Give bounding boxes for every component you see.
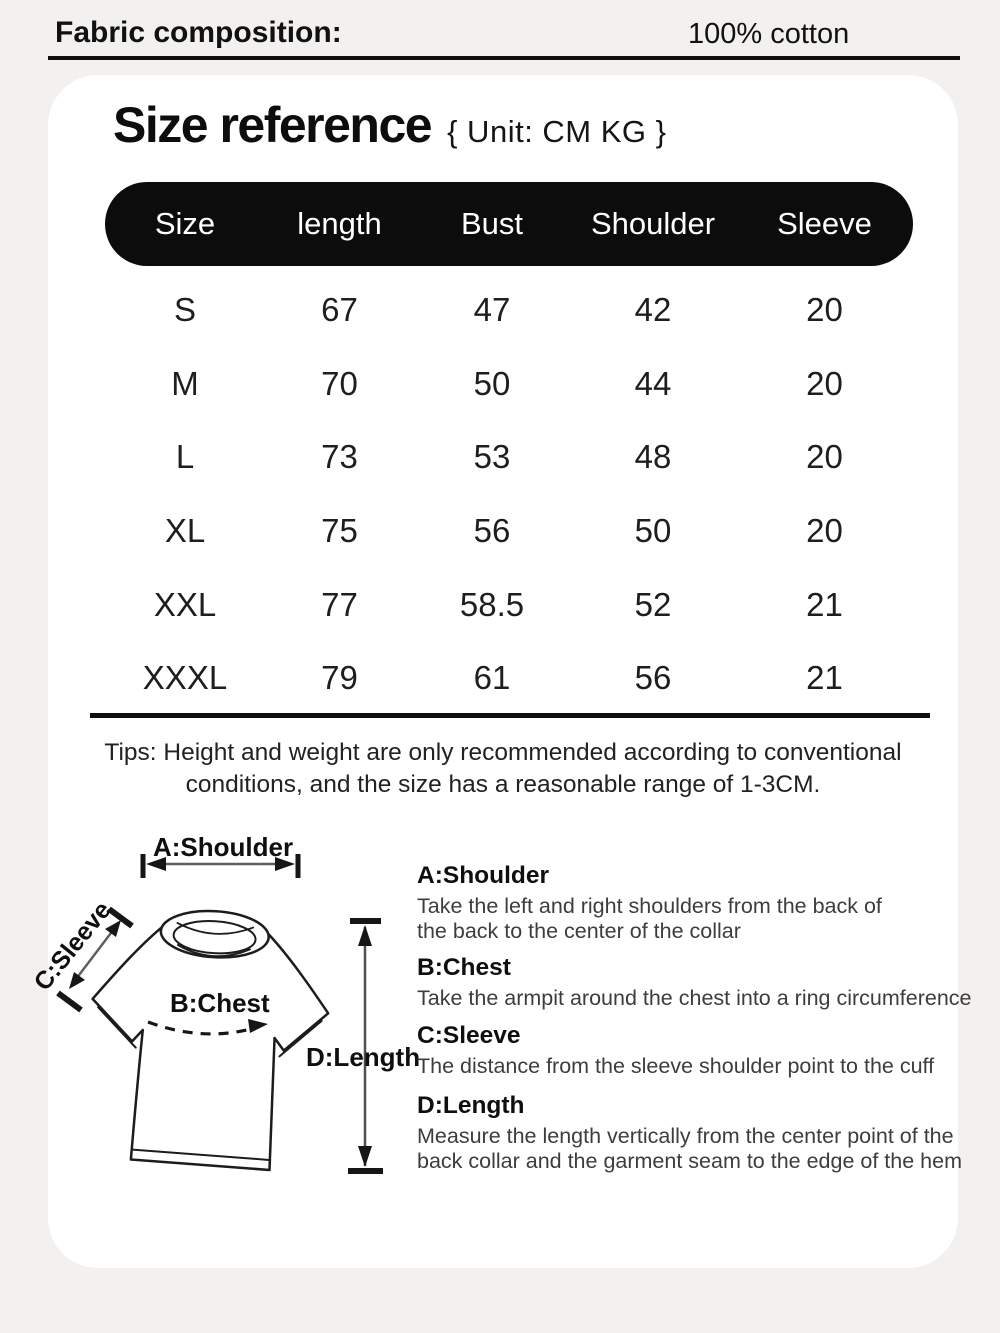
size-table-header: Size length Bust Shoulder Sleeve — [105, 182, 913, 266]
measurement-explainer-sleeve: C:Sleeve The distance from the sleeve sh… — [417, 1022, 1000, 1079]
cell-size: L — [175, 438, 195, 476]
shoulder-arrow — [140, 854, 301, 878]
cell-shoulder: 52 — [634, 585, 672, 623]
cell-sleeve: 20 — [806, 438, 843, 476]
measurement-description: The distance from the sleeve shoulder po… — [417, 1054, 935, 1078]
chest-dashed-arrow — [147, 1019, 268, 1036]
measurement-explainer-chest: B:Chest Take the armpit around the chest… — [417, 954, 1000, 1011]
cell-size: S — [173, 290, 196, 328]
cell-length: 73 — [321, 438, 358, 476]
card-title-row: Size reference { Unit: CM KG } — [113, 96, 667, 154]
table-bottom-divider — [90, 713, 930, 718]
page-title: Size reference — [113, 97, 433, 153]
table-row: XL 75 56 50 20 — [105, 494, 913, 568]
cell-length: 67 — [321, 290, 358, 328]
cell-sleeve: 20 — [806, 511, 843, 549]
cell-bust: 47 — [473, 290, 511, 328]
tshirt-measure-diagram-icon — [56, 854, 383, 1174]
tips-line: Tips: Height and weight are only recomme… — [104, 739, 902, 766]
diagram-length-label: D:Length — [306, 1042, 421, 1072]
cell-length: 79 — [321, 659, 358, 697]
measurement-description: Measure the length vertically from the c… — [417, 1124, 962, 1173]
cell-length: 75 — [321, 511, 358, 549]
table-row: S 67 47 42 20 — [105, 273, 913, 347]
measurement-title: A:Shoulder — [417, 862, 550, 889]
cell-sleeve: 21 — [806, 585, 843, 623]
measurement-title: C:Sleeve — [417, 1022, 521, 1049]
fabric-composition-label: Fabric composition: — [55, 16, 342, 49]
cell-bust: 56 — [473, 511, 511, 549]
sleeve-arrow — [56, 906, 134, 1013]
column-header-length: length — [297, 206, 382, 241]
cell-shoulder: 42 — [634, 290, 672, 328]
column-header-sleeve: Sleeve — [777, 206, 872, 241]
cell-bust: 58.5 — [459, 585, 525, 623]
table-row: M 70 50 44 20 — [105, 347, 913, 421]
tshirt-outline-icon — [91, 909, 330, 1172]
cell-bust: 53 — [473, 438, 511, 476]
table-row: XXXL 79 61 56 21 — [105, 641, 913, 715]
length-arrow — [348, 918, 383, 1174]
cell-length: 70 — [321, 364, 358, 402]
measurement-description: Take the armpit around the chest into a … — [417, 986, 972, 1010]
measurement-explainer-length: D:Length Measure the length vertically f… — [417, 1092, 992, 1173]
size-table-body: S 67 47 42 20 M 70 50 44 20 L 73 53 48 2… — [105, 273, 913, 715]
unit-note: { Unit: CM KG } — [447, 114, 667, 149]
cell-size: XXXL — [142, 659, 228, 697]
cell-sleeve: 20 — [806, 364, 843, 402]
column-header-size: Size — [154, 206, 216, 241]
cell-size: XL — [164, 511, 206, 549]
measurement-description: Take the left and right shoulders from t… — [417, 894, 882, 943]
cell-shoulder: 56 — [634, 659, 672, 697]
cell-sleeve: 21 — [806, 659, 843, 697]
measurement-title: B:Chest — [417, 954, 511, 981]
column-header-shoulder: Shoulder — [590, 206, 716, 241]
fabric-composition-value: 100% cotton — [688, 18, 850, 50]
tips-note: Tips: Height and weight are only recomme… — [48, 737, 958, 800]
cell-shoulder: 48 — [634, 438, 672, 476]
cell-shoulder: 50 — [634, 511, 672, 549]
table-row: L 73 53 48 20 — [105, 420, 913, 494]
cell-bust: 50 — [473, 364, 511, 402]
diagram-shoulder-label: A:Shoulder — [153, 832, 294, 862]
cell-size: M — [171, 364, 199, 402]
cell-shoulder: 44 — [634, 364, 672, 402]
column-header-bust: Bust — [460, 206, 524, 241]
measurement-explainer-shoulder: A:Shoulder Take the left and right shoul… — [417, 862, 917, 943]
top-divider — [48, 56, 960, 60]
cell-size: XXL — [153, 585, 217, 623]
diagram-chest-label: B:Chest — [170, 988, 270, 1018]
cell-bust: 61 — [473, 659, 511, 697]
measurement-title: D:Length — [417, 1092, 525, 1119]
cell-length: 77 — [321, 585, 358, 623]
cell-sleeve: 20 — [806, 290, 843, 328]
tips-line: conditions, and the size has a reasonabl… — [185, 770, 821, 798]
table-row: XXL 77 58.5 52 21 — [105, 568, 913, 642]
